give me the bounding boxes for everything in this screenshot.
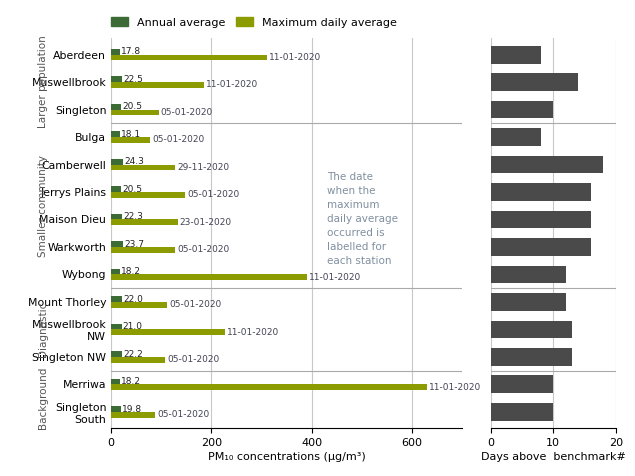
Bar: [111, 82, 204, 88]
Text: 22.3: 22.3: [123, 212, 143, 221]
Bar: [111, 219, 178, 225]
Text: 11-01-2020: 11-01-2020: [206, 80, 258, 89]
Text: 22.0: 22.0: [123, 295, 143, 304]
X-axis label: Days above  benchmark#: Days above benchmark#: [481, 452, 625, 462]
Bar: [491, 46, 541, 63]
Text: 22.2: 22.2: [123, 349, 143, 358]
Bar: [111, 186, 121, 192]
Text: 18.2: 18.2: [121, 377, 141, 386]
Text: The date
when the
maximum
daily average
occurred is
labelled for
each station: The date when the maximum daily average …: [326, 172, 398, 267]
Bar: [111, 109, 159, 115]
Text: 23-01-2020: 23-01-2020: [180, 218, 232, 227]
Text: Smaller community: Smaller community: [37, 155, 48, 257]
Bar: [491, 320, 572, 338]
Text: 11-01-2020: 11-01-2020: [269, 53, 321, 62]
Text: 11-01-2020: 11-01-2020: [429, 383, 481, 392]
Text: Background: Background: [37, 367, 48, 429]
Bar: [111, 329, 225, 335]
Bar: [111, 351, 123, 357]
Text: 18.1: 18.1: [121, 129, 142, 139]
Bar: [111, 192, 185, 198]
Bar: [111, 268, 120, 275]
Bar: [111, 378, 120, 385]
Bar: [491, 403, 553, 421]
Bar: [491, 266, 566, 283]
Bar: [111, 76, 123, 82]
Bar: [111, 131, 120, 137]
Text: 24.3: 24.3: [124, 157, 144, 166]
Bar: [111, 104, 121, 109]
Text: 21.0: 21.0: [123, 322, 143, 331]
Text: 22.5: 22.5: [123, 75, 144, 84]
Text: 19.8: 19.8: [122, 405, 142, 414]
Bar: [111, 49, 120, 55]
X-axis label: PM₁₀ concentrations (μg/m³): PM₁₀ concentrations (μg/m³): [208, 452, 366, 462]
Bar: [491, 210, 591, 228]
Bar: [111, 275, 307, 280]
Text: 05-01-2020: 05-01-2020: [187, 190, 239, 199]
Bar: [111, 412, 155, 417]
Text: 18.2: 18.2: [121, 267, 141, 276]
Text: 29-11-2020: 29-11-2020: [177, 163, 229, 172]
Bar: [111, 165, 175, 170]
Bar: [111, 385, 427, 390]
Bar: [111, 324, 122, 329]
Text: 05-01-2020: 05-01-2020: [170, 300, 222, 309]
Text: 05-01-2020: 05-01-2020: [161, 108, 213, 117]
Text: 11-01-2020: 11-01-2020: [227, 328, 279, 337]
Bar: [111, 247, 175, 253]
Bar: [491, 376, 553, 393]
Bar: [491, 348, 572, 366]
Bar: [111, 241, 123, 247]
Bar: [111, 55, 267, 60]
Bar: [111, 302, 167, 307]
Bar: [111, 406, 121, 412]
Bar: [111, 357, 165, 363]
Text: 05-01-2020: 05-01-2020: [177, 245, 229, 254]
Bar: [491, 100, 553, 119]
Text: Larger population: Larger population: [37, 36, 48, 129]
Bar: [111, 214, 123, 219]
Text: 20.5: 20.5: [123, 102, 142, 111]
Text: 23.7: 23.7: [124, 239, 144, 248]
Bar: [491, 293, 566, 311]
Text: 11-01-2020: 11-01-2020: [309, 273, 361, 282]
Bar: [111, 159, 123, 165]
Bar: [491, 183, 591, 201]
Bar: [111, 296, 122, 302]
Bar: [491, 156, 603, 173]
Bar: [491, 73, 578, 91]
Text: 05-01-2020: 05-01-2020: [167, 355, 220, 364]
Legend: Annual average, Maximum daily average: Annual average, Maximum daily average: [107, 13, 401, 32]
Text: 17.8: 17.8: [121, 47, 141, 56]
Bar: [111, 137, 150, 143]
Text: 05-01-2020: 05-01-2020: [157, 410, 210, 419]
Bar: [491, 128, 541, 146]
Text: 05-01-2020: 05-01-2020: [152, 135, 204, 144]
Text: Diagnostic: Diagnostic: [37, 302, 48, 357]
Bar: [491, 238, 591, 256]
Text: 20.5: 20.5: [123, 185, 142, 194]
